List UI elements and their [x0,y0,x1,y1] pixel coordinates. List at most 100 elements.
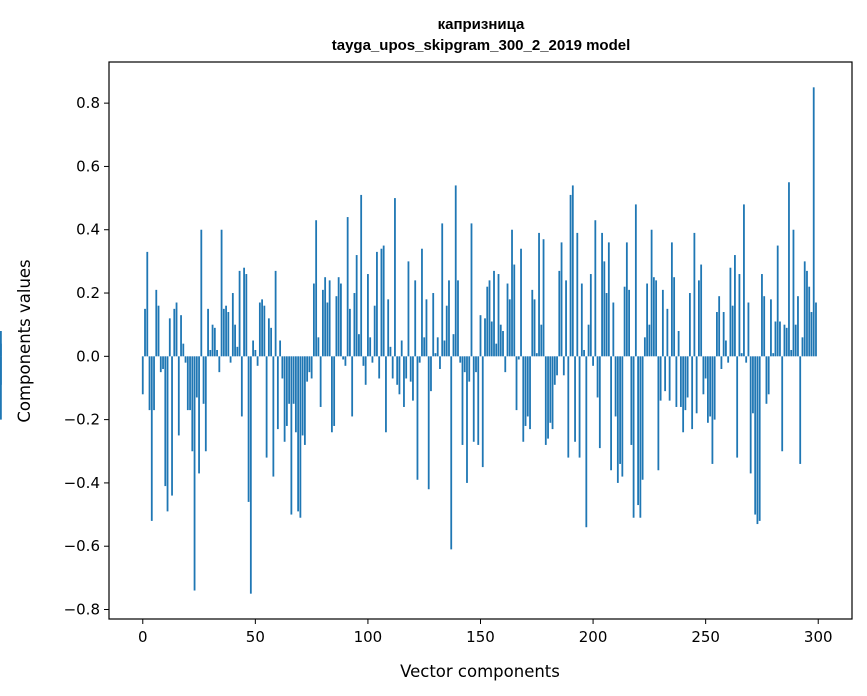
bar-component-37 [225,305,227,357]
bar-component-244 [691,356,694,430]
bar-component-150 [479,315,482,357]
bar-component-172 [529,356,531,430]
bar-component-256 [718,296,721,357]
y-axis-label: Components values [15,259,34,422]
bar-component-57 [270,327,273,357]
bar-component-72 [303,356,306,445]
bar-component-3 [148,356,151,411]
bar-component-118 [407,261,410,357]
bar-component-196 [583,349,585,357]
bar-component-264 [736,356,739,458]
bar-component-233 [666,308,669,357]
bar-component-40 [231,293,234,357]
bar-component-108 [385,356,387,433]
bar-component-76 [312,283,315,357]
bar-component-9 [162,356,164,369]
bar-component-226 [650,229,653,357]
bar-component-254 [713,356,716,420]
bar-component-241 [684,356,687,411]
bar-component-27 [202,356,205,404]
bar-component-5 [153,356,155,411]
bar-component-274 [758,356,761,521]
bar-component-146 [470,223,473,357]
bar-component-178 [542,239,545,357]
bar-component-73 [306,356,309,382]
bar-component-230 [659,356,662,401]
bar-component-137 [450,356,453,550]
bar-component-23 [193,356,196,591]
x-tick-label: 50 [246,628,265,646]
bar-component-148 [475,356,477,373]
bar-component-293 [801,337,804,357]
bar-component-53 [261,299,263,357]
bar-component-112 [394,198,396,357]
bar-component-121 [414,280,417,357]
bar-component-99 [364,356,367,385]
chart-title: капризница [438,16,525,33]
bar-component-169 [522,356,525,442]
bar-component-280 [772,353,775,357]
bar-component-71 [301,356,304,436]
bar-component-82 [326,302,329,357]
bar-component-18 [182,343,185,357]
bar-component-21 [189,356,191,411]
bar-component-201 [594,220,597,357]
bar-component-145 [468,356,471,382]
bar-component-87 [337,277,340,357]
bar-component-7 [157,305,160,357]
bar-component-192 [574,356,576,442]
y-tick-label: 0.2 [76,284,100,302]
bar-component-186 [560,242,563,357]
bar-component-136 [448,280,450,357]
bar-component-102 [371,356,374,363]
bar-component-68 [294,356,297,433]
bar-component-155 [490,321,493,357]
bar-component-262 [731,305,734,357]
bar-component-176 [538,232,540,357]
bar-component-86 [335,296,338,357]
bar-component-255 [716,312,718,357]
bar-component-133 [441,223,444,357]
bar-component-165 [513,264,516,357]
bar-component-217 [630,356,633,445]
bar-component-101 [369,337,372,357]
x-tick-label: 200 [579,628,608,646]
bar-component-48 [249,356,252,594]
bar-component-105 [378,356,381,379]
bar-component-154 [488,280,491,357]
bar-component-243 [688,293,691,357]
bar-component-19 [184,356,187,363]
bar-component-81 [324,277,327,357]
bar-component-38 [227,312,230,357]
bar-component-246 [695,356,698,414]
bar-component-93 [351,356,354,417]
bar-component-275 [761,274,763,357]
bar-component-undefined [0,331,2,357]
bar-component-215 [625,242,628,357]
bar-component-212 [619,356,621,464]
chart-subtitle: tayga_upos_skipgram_300_2_2019 model [332,37,631,54]
bar-component-26 [200,229,203,357]
bar-component-247 [698,280,700,357]
bar-component-187 [562,356,565,376]
bar-component-213 [621,356,624,477]
bar-component-135 [445,305,448,357]
bar-component-219 [634,204,637,357]
x-tick-label: 300 [804,628,833,646]
bar-component-202 [596,356,599,398]
bar-component-182 [551,356,554,430]
bar-component-237 [675,356,678,407]
bar-component-159 [499,324,502,357]
bar-component-56 [267,318,270,357]
bar-component-28 [204,356,207,452]
bar-component-290 [794,324,797,357]
bar-component-257 [720,356,723,369]
bar-component-80 [321,289,324,357]
bar-component-75 [310,356,313,379]
bar-component-221 [639,356,642,518]
bar-component-170 [524,356,527,426]
bar-component-91 [346,217,349,357]
bar-component-130 [434,353,437,357]
bar-component-59 [274,270,277,357]
